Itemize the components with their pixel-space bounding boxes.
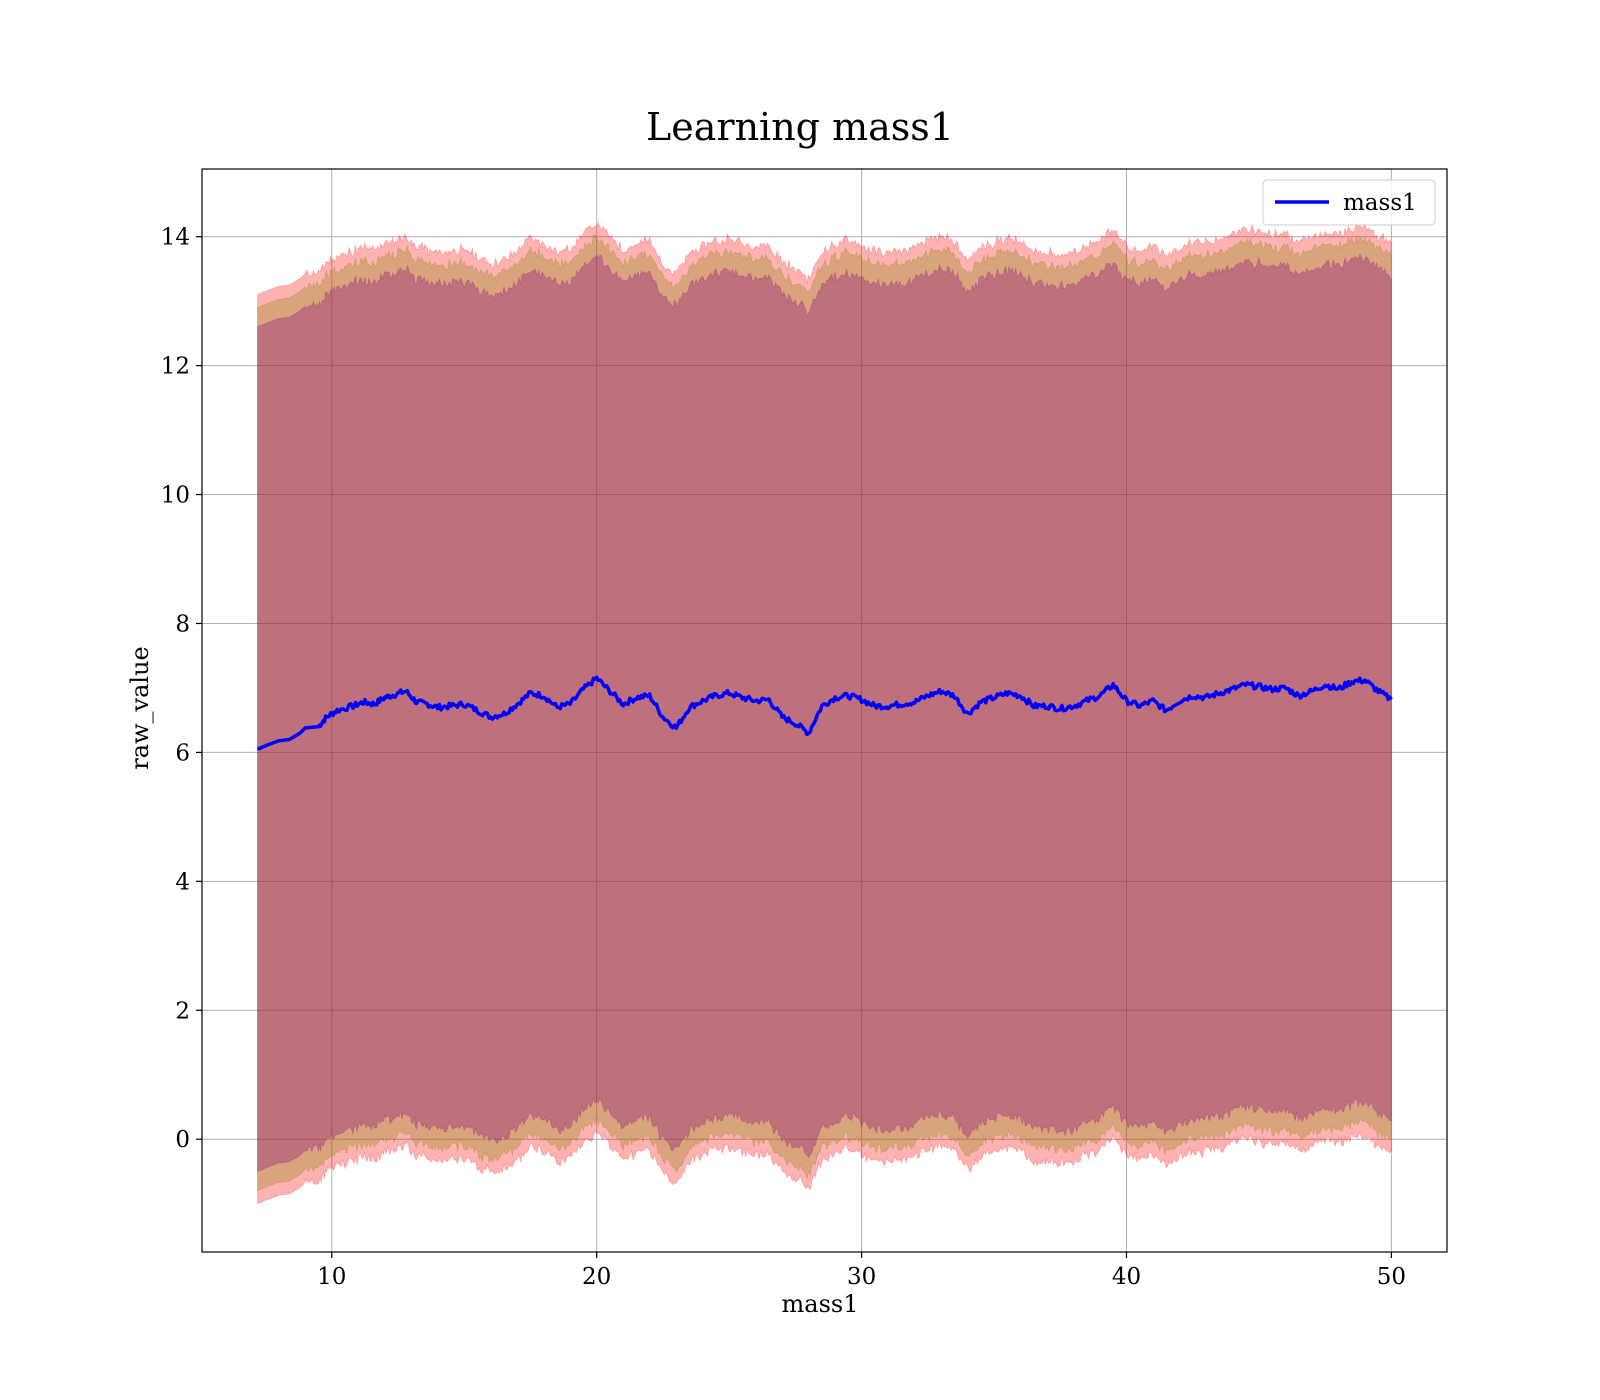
y-tick-label: 2 bbox=[175, 998, 190, 1024]
series-line-mass1 bbox=[256, 675, 1393, 751]
confidence-band-2 bbox=[257, 252, 1392, 1172]
x-tick-label: 50 bbox=[1377, 1264, 1406, 1290]
legend: mass1 bbox=[1262, 179, 1436, 226]
x-tick-label: 20 bbox=[582, 1264, 611, 1290]
y-tick-label: 0 bbox=[175, 1127, 190, 1153]
legend-box bbox=[1262, 179, 1436, 226]
x-axis-label: mass1 bbox=[782, 1290, 859, 1318]
x-tick-label: 10 bbox=[317, 1264, 346, 1290]
legend-label-mass1: mass1 bbox=[1343, 190, 1417, 216]
chart-title: Learning mass1 bbox=[646, 105, 954, 149]
confidence-band-1 bbox=[257, 234, 1392, 1192]
x-tick-label: 30 bbox=[847, 1264, 876, 1290]
y-tick-label: 12 bbox=[161, 354, 190, 380]
confidence-band-0 bbox=[257, 221, 1392, 1205]
y-tick-label: 6 bbox=[175, 740, 190, 766]
y-tick-label: 4 bbox=[175, 869, 190, 895]
axes-frame bbox=[201, 168, 1448, 1253]
y-tick-label: 14 bbox=[161, 225, 190, 251]
y-tick-label: 10 bbox=[161, 483, 190, 509]
y-tick-label: 8 bbox=[175, 611, 190, 637]
y-axis-label: raw_value bbox=[126, 646, 154, 770]
x-tick-label: 40 bbox=[1112, 1264, 1141, 1290]
plot-area: 10 20 30 40 50 0 2 4 6 8 10 12 14 mass1 bbox=[161, 168, 1448, 1290]
